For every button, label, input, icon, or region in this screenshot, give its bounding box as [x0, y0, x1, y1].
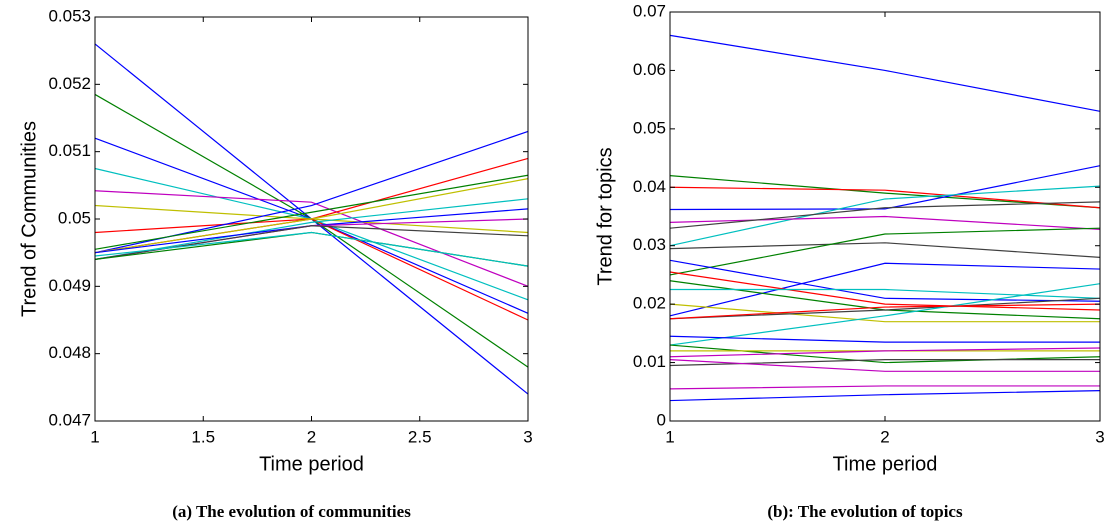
data-line — [94, 218, 529, 321]
data-line — [669, 175, 1101, 209]
data-line — [94, 198, 529, 260]
x-tick-label: 1 — [90, 427, 99, 446]
data-line — [94, 190, 529, 287]
y-tick-label: 0.049 — [48, 276, 91, 295]
x-tick-label: 1 — [665, 427, 674, 446]
y-tick-label: 0.051 — [48, 141, 91, 160]
y-tick-label: 0.052 — [48, 74, 91, 93]
data-line — [669, 186, 1101, 209]
data-line — [94, 167, 529, 301]
data-line — [669, 303, 1101, 320]
y-tick-label: 0.03 — [633, 235, 666, 254]
data-line — [669, 185, 1101, 247]
data-line — [669, 297, 1101, 320]
data-line — [669, 283, 1101, 346]
data-line — [669, 227, 1101, 276]
data-line — [669, 259, 1101, 302]
data-line — [94, 130, 529, 254]
data-line — [669, 271, 1101, 311]
data-line — [94, 93, 529, 368]
data-line — [669, 335, 1100, 343]
data-line — [94, 218, 529, 260]
y-tick-label: 0.048 — [48, 343, 91, 362]
caption: (b): The evolution of topics — [767, 502, 963, 521]
y-tick-label: 0.053 — [48, 6, 91, 25]
data-line — [669, 242, 1101, 258]
y-axis-label: Trend for topics — [594, 147, 616, 285]
data-line — [669, 262, 1101, 317]
x-tick-label: 2 — [880, 427, 889, 446]
x-axis-label: Time period — [259, 453, 364, 475]
y-tick-label: 0.047 — [48, 410, 91, 429]
data-line — [669, 347, 1101, 358]
y-tick-label: 0.01 — [633, 352, 666, 371]
data-line — [94, 231, 529, 267]
data-line — [669, 34, 1101, 112]
data-line — [669, 201, 1101, 229]
y-tick-label: 0.06 — [633, 60, 666, 79]
data-line — [669, 359, 1100, 372]
x-tick-label: 2 — [307, 427, 316, 446]
data-line — [94, 208, 529, 254]
data-line — [669, 390, 1101, 402]
y-tick-label: 0.02 — [633, 294, 666, 313]
y-axis-label: Trend of Communities — [18, 121, 40, 317]
data-line — [670, 288, 1101, 299]
y-tick-label: 0 — [657, 410, 666, 429]
y-tick-label: 0.05 — [633, 118, 666, 137]
x-tick-label: 1.5 — [191, 427, 215, 446]
data-line — [94, 178, 529, 254]
x-tick-label: 3 — [1095, 427, 1104, 446]
data-line — [669, 303, 1100, 323]
data-line — [669, 215, 1101, 230]
data-line — [669, 385, 1100, 390]
y-tick-label: 0.05 — [58, 208, 91, 227]
caption: (a) The evolution of communities — [172, 502, 411, 521]
y-tick-label: 0.04 — [633, 177, 666, 196]
data-line — [94, 174, 529, 250]
x-tick-label: 3 — [523, 427, 532, 446]
data-line — [669, 165, 1101, 211]
x-tick-label: 2.5 — [408, 427, 432, 446]
y-tick-label: 0.07 — [633, 1, 666, 20]
x-axis-label: Time period — [833, 453, 938, 475]
